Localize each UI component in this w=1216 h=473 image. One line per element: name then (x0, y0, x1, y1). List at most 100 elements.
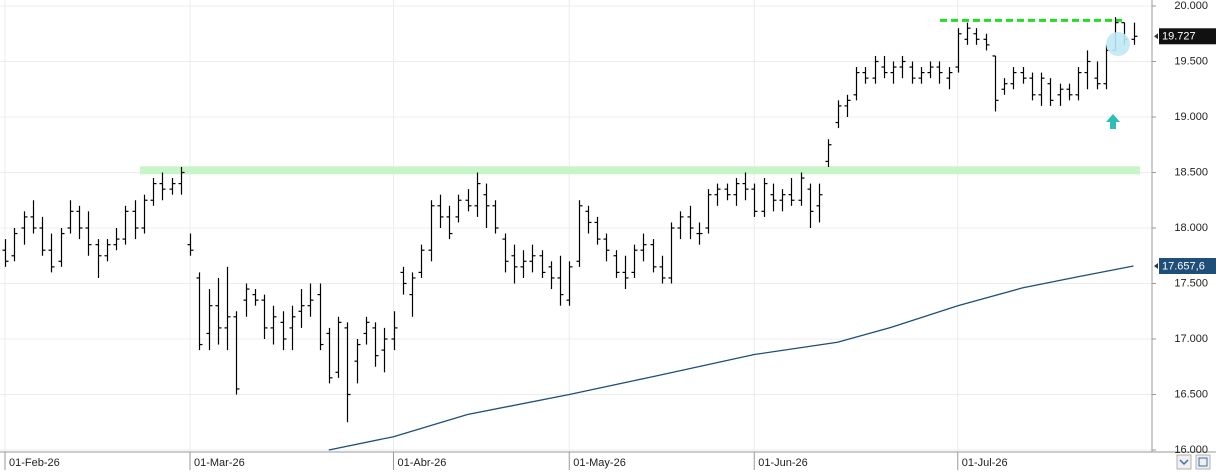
ohlc-bar (788, 178, 795, 206)
ohlc-bar (95, 239, 102, 278)
ohlc-bar (557, 255, 564, 306)
x-tick-label: 01-Mar-26 (194, 457, 245, 469)
moving-average (328, 265, 1134, 451)
ohlc-bar (122, 205, 129, 245)
ohlc-bar (428, 200, 435, 262)
ohlc-bar (363, 316, 370, 345)
ohlc-bar (502, 233, 509, 273)
ohlc-bar (1047, 78, 1054, 106)
ohlc-bar (344, 322, 351, 423)
ohlc-bar (862, 67, 869, 84)
ohlc-bar (381, 327, 388, 373)
ohlc-bar (1075, 67, 1082, 101)
ohlc-bar (751, 183, 758, 217)
ohlc-bar (992, 55, 999, 112)
ohlc-bar (705, 189, 712, 234)
ohlc-bar (307, 283, 314, 317)
last-price-label: 19.727 (1162, 31, 1196, 43)
ohlc-bar (335, 316, 342, 378)
ohlc-bar (890, 61, 897, 84)
ohlc-bar (696, 222, 703, 245)
support-band (140, 166, 1140, 175)
ohlc-bar (252, 289, 259, 306)
y-tick-label: 16.000 (1174, 444, 1208, 456)
ohlc-bar (391, 311, 398, 351)
ohlc-bar (113, 228, 120, 251)
ohlc-bar (835, 100, 842, 129)
x-tick-label: 01-Abr-26 (398, 457, 447, 469)
ohlc-bar (918, 67, 925, 84)
highlight-circle (1106, 32, 1130, 56)
ohlc-bar (909, 61, 916, 84)
ohlc-bar (742, 172, 749, 201)
up-arrow (1106, 114, 1120, 129)
scroll-button[interactable] (1176, 454, 1192, 470)
ohlc-bar (899, 55, 906, 79)
ohlc-bar (215, 277, 222, 345)
ohlc-bar (67, 200, 74, 234)
ma-last-label: 17.657,6 (1162, 260, 1205, 272)
ohlc-bar (326, 327, 333, 384)
x-tick-label: 01-Jul-26 (962, 457, 1008, 469)
ohlc-bar (622, 255, 629, 290)
ohlc-bar (927, 61, 934, 79)
levels (140, 18, 1140, 175)
x-tick-label: 01-Feb-26 (9, 457, 60, 469)
ohlc-bar (132, 200, 139, 240)
y-tick-label: 18.000 (1174, 222, 1208, 234)
ohlc-bar (178, 166, 185, 195)
ohlc-bar (187, 233, 194, 256)
ohlc-bar (798, 172, 805, 206)
home-button[interactable] (1195, 454, 1211, 470)
ohlc-bar (243, 283, 250, 317)
ohlc-bar (372, 322, 379, 367)
y-tick-label: 19.500 (1174, 55, 1208, 67)
ohlc-bar (141, 194, 148, 234)
ohlc-bar (946, 67, 953, 90)
plot (2, 17, 1138, 451)
last-price-box (1159, 28, 1216, 45)
ma-last-pointer (1154, 263, 1158, 270)
ohlc-bar (224, 266, 231, 351)
ohlc-bar (437, 194, 444, 228)
ohlc-bar (872, 55, 879, 84)
ohlc-bar (233, 311, 240, 395)
ohlc-bar (474, 172, 481, 217)
ohlc-bar (270, 305, 277, 345)
ohlc-bar (492, 200, 499, 234)
ohlc-bar (289, 305, 296, 351)
ohlc-bar (2, 239, 9, 267)
ohlc-bar (1131, 22, 1138, 45)
ohlc-bar (455, 194, 462, 223)
y-tick-label: 16.500 (1174, 388, 1208, 400)
ohlc-bar (733, 178, 740, 206)
ohlc-bar (816, 183, 823, 223)
ohlc-bar (39, 216, 46, 256)
ohlc-bar (520, 250, 527, 278)
ohlc-bar (677, 211, 684, 240)
ohlc-bar (659, 255, 666, 284)
ohlc-bar (206, 289, 213, 351)
ohlc-bar (613, 250, 620, 278)
ohlc-bar (400, 266, 407, 295)
home-icon (1198, 457, 1208, 467)
ohlc-bar (631, 244, 638, 278)
ohlc-bar (1066, 83, 1073, 101)
ohlc-bar (11, 228, 18, 262)
ohlc-bar (317, 283, 324, 351)
ohlc-bar (687, 205, 694, 240)
ohlc-bar (418, 244, 425, 278)
ohlc-bar (354, 339, 361, 384)
ohlc-bar (280, 311, 287, 351)
ohlc-bar (150, 178, 157, 206)
ohlc-bar (261, 294, 268, 340)
ohlc-bar (1057, 83, 1064, 106)
ohlc-bar (650, 239, 657, 273)
ohlc-bar (779, 189, 786, 212)
x-tick-label: 01-May-26 (573, 457, 626, 469)
ohlc-bar (983, 33, 990, 51)
ohlc-bar (1094, 61, 1101, 90)
ohlc-bar (594, 216, 601, 245)
